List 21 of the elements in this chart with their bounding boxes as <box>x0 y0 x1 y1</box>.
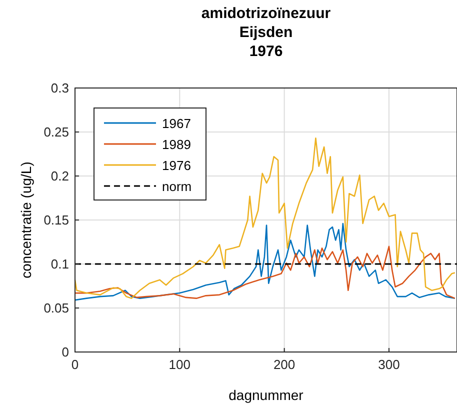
legend-label: 1967 <box>162 116 191 131</box>
legend-label: norm <box>162 179 192 194</box>
x-tick-label: 100 <box>168 357 191 372</box>
x-tick-label: 200 <box>273 357 296 372</box>
legend-label: 1989 <box>162 137 191 152</box>
chart-title: amidotrizoïnezuur Eijsden 1976 <box>201 5 331 60</box>
x-tick-label: 0 <box>71 357 79 372</box>
line-series <box>74 222 456 301</box>
y-tick-label: 0.3 <box>50 80 69 96</box>
y-tick-label: 0.05 <box>44 300 69 316</box>
x-tick-label: 300 <box>378 357 400 372</box>
legend-label: 1976 <box>162 158 191 173</box>
line-series <box>74 138 456 299</box>
y-tick-label: 0.15 <box>44 212 69 228</box>
y-axis-title: concentratie (ug/L) <box>18 162 34 278</box>
y-tick-label: 0.1 <box>50 256 69 272</box>
x-axis-title: dagnummer <box>228 387 304 403</box>
y-tick-label: 0 <box>62 344 69 360</box>
y-tick-label: 0.2 <box>50 168 69 184</box>
y-tick-label: 0.25 <box>44 124 69 140</box>
line-series <box>74 246 456 299</box>
